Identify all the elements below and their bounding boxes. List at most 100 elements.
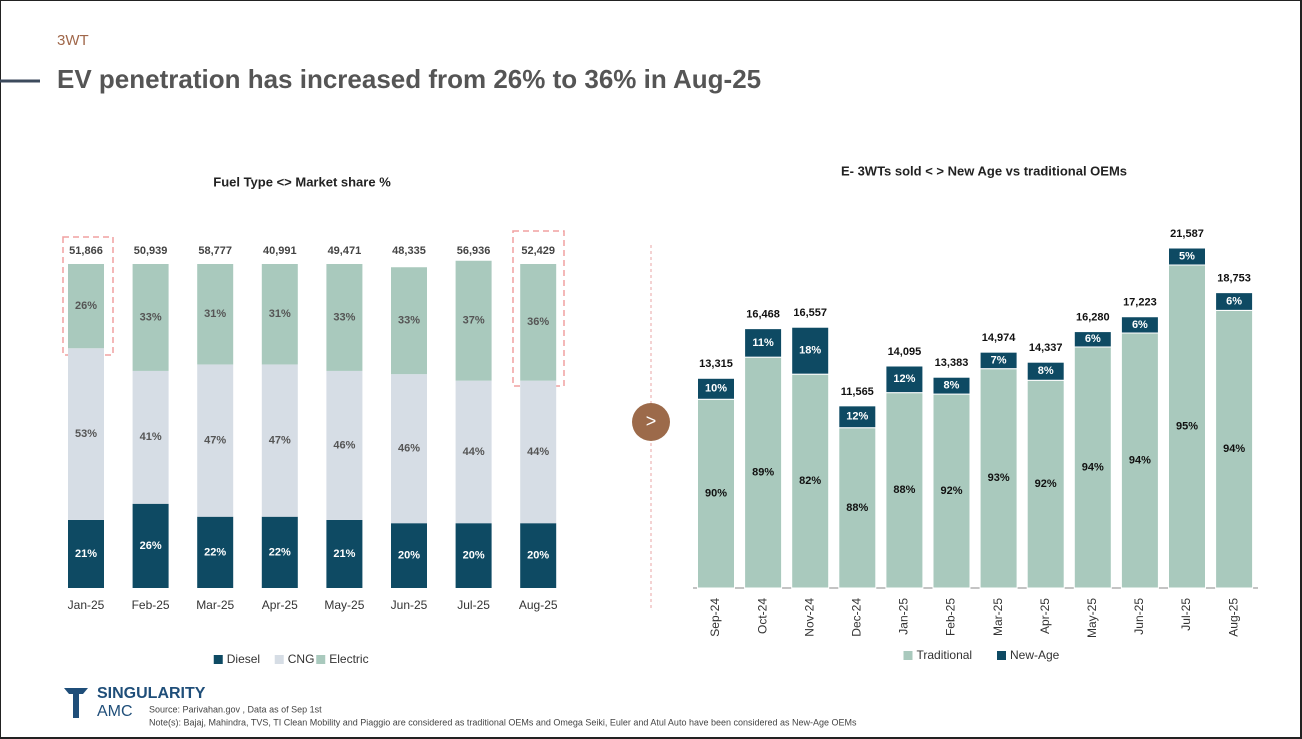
x-tick-label: Nov-24 [802, 598, 816, 637]
value-label: 33% [333, 311, 355, 323]
bar-segment [455, 380, 492, 524]
bar-segment [791, 326, 830, 375]
logo-name: SINGULARITY [97, 685, 206, 702]
bar-segment [391, 267, 427, 375]
x-tick-label: Jun-25 [1132, 598, 1146, 635]
legend-swatch [903, 651, 913, 660]
logo-sub: AMC [97, 703, 133, 720]
bar-segment [326, 264, 363, 371]
legend-label: Traditional [917, 648, 973, 662]
legend-swatch [213, 655, 223, 664]
chart-title: Fuel Type <> Market share % [213, 174, 391, 189]
value-label: 6% [1085, 333, 1101, 345]
bar-segment [455, 523, 492, 588]
value-label: 47% [204, 434, 226, 446]
bar-segment [68, 348, 104, 520]
x-tick-label: Dec-24 [849, 598, 863, 637]
value-label: 12% [846, 411, 868, 423]
x-tick-label: Jan-25 [68, 598, 105, 612]
legend-swatch [997, 651, 1006, 660]
x-tick-label: May-25 [324, 598, 364, 612]
x-tick-label: Apr-25 [1038, 598, 1052, 634]
bar-segment [261, 264, 298, 365]
bar-segment [132, 370, 169, 504]
bar-segment [932, 376, 971, 395]
x-tick-label: Jul-25 [457, 598, 490, 612]
value-label: 94% [1082, 461, 1104, 473]
value-label: 11% [752, 337, 774, 349]
x-tick-label: Mar-25 [991, 598, 1005, 636]
value-label: 7% [991, 354, 1007, 366]
value-label: 8% [1038, 365, 1054, 377]
bar-segment [744, 356, 783, 589]
value-label: 88% [846, 502, 868, 514]
bar-segment [1120, 332, 1159, 589]
logo: SINGULARITY AMC [64, 685, 206, 720]
value-label: 6% [1132, 319, 1148, 331]
x-tick-label: Jan-25 [897, 598, 911, 635]
total-label: 58,777 [198, 245, 232, 257]
total-label: 56,936 [457, 245, 491, 257]
value-label: 95% [1176, 420, 1198, 432]
value-label: 26% [75, 300, 97, 312]
x-tick-label: May-25 [1085, 598, 1099, 638]
bar-segment [697, 398, 735, 589]
value-label: 22% [269, 546, 291, 558]
source: Source: Parivahan.gov , Data as of Sep 1… [149, 704, 322, 714]
value-label: 94% [1129, 454, 1151, 466]
x-tick-label: Jul-25 [1179, 598, 1193, 631]
total-label: 48,335 [392, 245, 426, 257]
legend-label: Electric [329, 652, 368, 666]
x-tick-label: Oct-24 [755, 598, 769, 634]
value-label: 46% [398, 443, 420, 455]
chart-title: E- 3WTs sold < > New Age vs traditional … [841, 163, 1127, 178]
bar-segment [391, 374, 427, 524]
bar-segment [1120, 316, 1159, 334]
value-label: 37% [463, 315, 485, 327]
total-label: 51,866 [69, 245, 103, 257]
value-label: 53% [75, 428, 97, 440]
section-label: 3WT [57, 32, 89, 49]
bar-segment [1073, 331, 1112, 348]
bar-segment [885, 392, 924, 589]
value-label: 6% [1226, 295, 1242, 307]
value-label: 92% [940, 485, 962, 497]
value-label: 33% [140, 311, 162, 323]
bar-segment [838, 405, 877, 429]
bar-segment [520, 264, 557, 381]
legend-label: CNG [288, 652, 315, 666]
bar-segment [132, 503, 169, 588]
total-label: 14,095 [888, 346, 922, 358]
bar-segment [197, 364, 234, 517]
total-label: 13,383 [935, 357, 969, 369]
value-label: 41% [140, 431, 162, 443]
x-tick-label: Jun-25 [391, 598, 428, 612]
total-label: 16,557 [793, 307, 827, 319]
total-label: 14,337 [1029, 342, 1063, 354]
legend-swatch [274, 655, 284, 664]
total-label: 49,471 [328, 245, 362, 257]
bar-segment [885, 365, 924, 394]
value-label: 94% [1223, 443, 1245, 455]
bar-segment [68, 519, 104, 588]
value-label: 21% [333, 548, 355, 560]
slide-title: EV penetration has increased from 26% to… [57, 64, 761, 94]
bar-segment [1168, 247, 1206, 266]
total-label: 11,565 [841, 386, 874, 398]
total-label: 17,223 [1123, 297, 1157, 309]
x-tick-label: Mar-25 [196, 598, 234, 612]
value-label: 90% [705, 488, 727, 500]
value-label: 10% [705, 383, 727, 395]
legend-label: Diesel [227, 652, 260, 666]
bar-segment [838, 427, 877, 589]
total-label: 16,280 [1076, 311, 1110, 323]
value-label: 82% [799, 475, 821, 487]
bar-segment [744, 328, 783, 358]
value-label: 31% [269, 308, 291, 320]
bar-segment [197, 516, 234, 588]
value-label: 93% [988, 472, 1010, 484]
arrow-glyph: > [646, 411, 657, 431]
bar-segment [697, 377, 735, 400]
total-label: 50,939 [134, 245, 168, 257]
